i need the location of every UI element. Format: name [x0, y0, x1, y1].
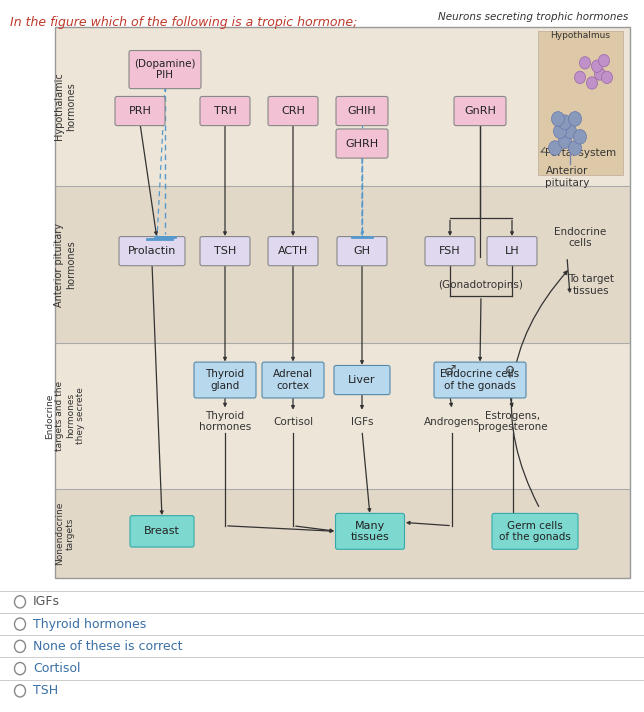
- Text: Cortisol: Cortisol: [33, 662, 80, 675]
- Circle shape: [564, 124, 576, 139]
- Circle shape: [574, 71, 585, 83]
- Text: Endocrine
cells: Endocrine cells: [554, 227, 606, 248]
- Polygon shape: [55, 343, 630, 488]
- Polygon shape: [55, 27, 630, 186]
- Text: Breast: Breast: [144, 526, 180, 536]
- Text: Adrenal
cortex: Adrenal cortex: [273, 370, 313, 391]
- Circle shape: [587, 77, 598, 89]
- Text: Hypothalamic
hormones: Hypothalamic hormones: [54, 73, 76, 140]
- Text: Portal system: Portal system: [545, 147, 616, 157]
- FancyBboxPatch shape: [200, 236, 250, 266]
- Text: GHIH: GHIH: [348, 106, 376, 116]
- Text: Neurons secreting trophic hormones: Neurons secreting trophic hormones: [438, 13, 628, 23]
- Circle shape: [15, 662, 26, 675]
- Circle shape: [549, 141, 562, 155]
- Circle shape: [15, 685, 26, 697]
- Text: ACTH: ACTH: [278, 246, 308, 256]
- Circle shape: [574, 130, 587, 144]
- Text: Hypothalmus: Hypothalmus: [550, 31, 610, 41]
- Circle shape: [551, 112, 565, 126]
- Circle shape: [598, 54, 609, 67]
- Text: Endocrine cells
of the gonads: Endocrine cells of the gonads: [440, 370, 520, 391]
- Circle shape: [591, 60, 603, 73]
- Text: (Dopamine)
PIH: (Dopamine) PIH: [134, 59, 196, 80]
- Text: Liver: Liver: [348, 375, 375, 385]
- Text: ♂: ♂: [444, 364, 456, 378]
- Text: Cortisol: Cortisol: [273, 417, 313, 426]
- Text: ♀: ♀: [505, 364, 515, 378]
- Text: Anterior
pituitary: Anterior pituitary: [545, 167, 589, 188]
- Text: Nonendocrine
targets: Nonendocrine targets: [55, 502, 75, 565]
- Text: IGFs: IGFs: [351, 417, 374, 426]
- Text: TRH: TRH: [214, 106, 236, 116]
- Text: (Gonadotropins): (Gonadotropins): [439, 280, 524, 290]
- Text: TSH: TSH: [33, 684, 58, 697]
- FancyBboxPatch shape: [262, 362, 324, 398]
- Text: CRH: CRH: [281, 106, 305, 116]
- FancyBboxPatch shape: [129, 51, 201, 88]
- Text: Germ cells
of the gonads: Germ cells of the gonads: [499, 520, 571, 542]
- Circle shape: [558, 115, 571, 130]
- FancyBboxPatch shape: [454, 96, 506, 125]
- Circle shape: [580, 57, 591, 69]
- Polygon shape: [55, 488, 630, 578]
- Circle shape: [15, 618, 26, 630]
- FancyBboxPatch shape: [194, 362, 256, 398]
- Text: Thyroid
hormones: Thyroid hormones: [199, 411, 251, 432]
- FancyBboxPatch shape: [200, 96, 250, 125]
- Text: None of these is correct: None of these is correct: [33, 640, 182, 653]
- Circle shape: [569, 141, 582, 155]
- Circle shape: [569, 112, 582, 126]
- FancyBboxPatch shape: [492, 513, 578, 549]
- FancyBboxPatch shape: [434, 362, 526, 398]
- Circle shape: [601, 71, 612, 83]
- FancyBboxPatch shape: [337, 236, 387, 266]
- FancyBboxPatch shape: [336, 513, 404, 549]
- Text: LH: LH: [505, 246, 519, 256]
- Text: Thyroid
gland: Thyroid gland: [205, 370, 245, 391]
- Polygon shape: [55, 186, 630, 343]
- Text: IGFs: IGFs: [33, 595, 60, 608]
- FancyBboxPatch shape: [268, 236, 318, 266]
- Circle shape: [553, 124, 567, 139]
- Text: Thyroid hormones: Thyroid hormones: [33, 617, 146, 631]
- Text: TSH: TSH: [214, 246, 236, 256]
- Circle shape: [558, 134, 571, 149]
- FancyBboxPatch shape: [334, 365, 390, 394]
- Circle shape: [15, 640, 26, 652]
- Text: FSH: FSH: [439, 246, 461, 256]
- FancyBboxPatch shape: [268, 96, 318, 125]
- Text: Many
tissues: Many tissues: [350, 520, 390, 542]
- Text: Androgens: Androgens: [424, 417, 480, 426]
- FancyBboxPatch shape: [119, 236, 185, 266]
- FancyBboxPatch shape: [487, 236, 537, 266]
- FancyBboxPatch shape: [538, 31, 623, 175]
- Text: GnRH: GnRH: [464, 106, 496, 116]
- Text: Endocrine
targets and the
hormones
they secrete: Endocrine targets and the hormones they …: [45, 381, 85, 451]
- Text: Anterior pituitary
hormones: Anterior pituitary hormones: [54, 223, 76, 307]
- FancyBboxPatch shape: [336, 96, 388, 125]
- Circle shape: [15, 596, 26, 608]
- Text: Prolactin: Prolactin: [128, 246, 176, 256]
- Text: PRH: PRH: [129, 106, 151, 116]
- FancyBboxPatch shape: [425, 236, 475, 266]
- Text: GH: GH: [354, 246, 370, 256]
- FancyBboxPatch shape: [130, 515, 194, 547]
- Text: GHRH: GHRH: [345, 139, 379, 149]
- Circle shape: [594, 68, 605, 80]
- Text: Estrogens,
progesterone: Estrogens, progesterone: [478, 411, 548, 432]
- Text: To target
tissues: To target tissues: [568, 274, 614, 295]
- Text: In the figure which of the following is a tropic hormone;: In the figure which of the following is …: [10, 16, 357, 28]
- FancyBboxPatch shape: [115, 96, 165, 125]
- FancyBboxPatch shape: [336, 129, 388, 158]
